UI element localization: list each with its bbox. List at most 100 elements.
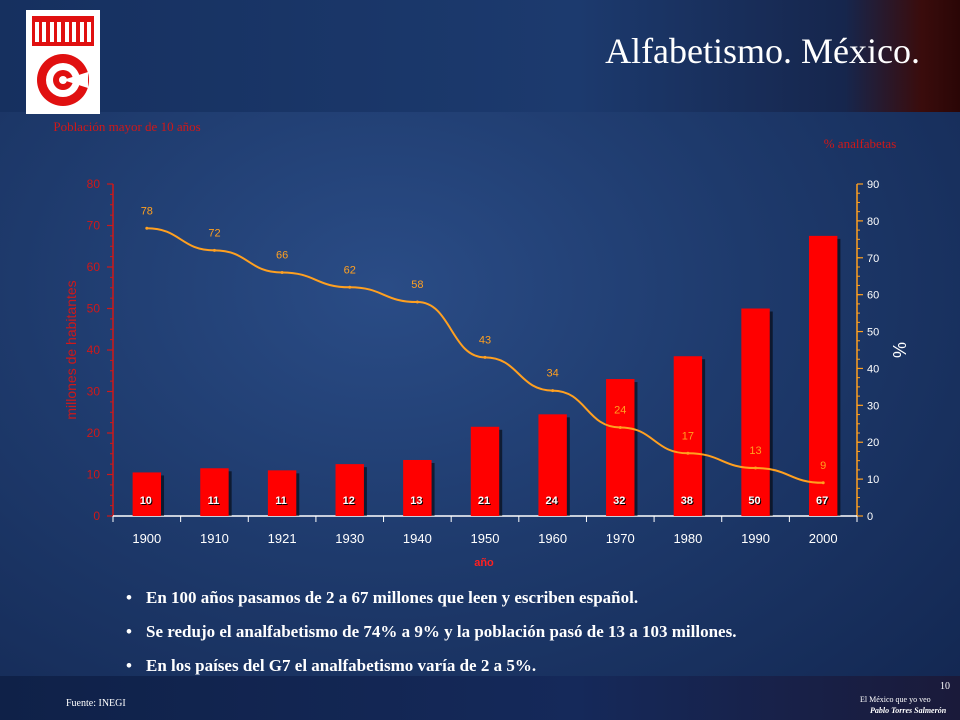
x-tick-label: 1910 [200, 531, 229, 546]
line-point [212, 248, 216, 252]
bullet-dot-icon: • [126, 588, 132, 607]
header-band [0, 0, 960, 112]
bullet-list: • En 100 años pasamos de 2 a 67 millones … [126, 586, 946, 688]
y-tick-label-right: 20 [867, 437, 879, 449]
x-axis-title: año [474, 557, 494, 569]
bar-value-shadow: 50 [749, 496, 761, 508]
line-value-label: 9 [820, 460, 826, 472]
x-tick-label: 1940 [403, 531, 432, 546]
bullet-text: En 100 años pasamos de 2 a 67 millones q… [146, 588, 639, 607]
line-value-label: 17 [682, 430, 694, 442]
footer-band [0, 676, 960, 720]
bar [606, 379, 635, 516]
bar-value-label: 24 [546, 495, 559, 507]
y-axis-title-right: % [889, 342, 909, 358]
bar-value-shadow: 38 [682, 496, 694, 508]
bar [132, 472, 162, 516]
bar-value-shadow: 11 [276, 496, 288, 508]
credit-line-1: El México que yo veo [860, 695, 931, 704]
bar [470, 426, 500, 516]
line-value-label: 72 [208, 227, 220, 239]
bar-value-label: 38 [681, 495, 693, 507]
y-tick-label-left: 40 [87, 343, 101, 357]
line-point [821, 481, 825, 485]
line-value-label: 13 [749, 445, 761, 457]
bullet-dot-icon: • [126, 622, 132, 641]
source-note: Fuente: INEGI [66, 698, 126, 709]
bar-value-shadow: 21 [479, 496, 491, 508]
bar-value-shadow: 12 [344, 496, 356, 508]
line-point [280, 271, 284, 275]
y-tick-label-right: 30 [867, 400, 879, 412]
bar-value-shadow: 24 [547, 496, 560, 508]
line-point [145, 226, 149, 230]
bullet-item: • En 100 años pasamos de 2 a 67 millones … [126, 586, 946, 620]
page-number: 10 [940, 681, 950, 692]
y-tick-label-left: 0 [93, 509, 100, 523]
bullet-item: • Se redujo el analfabetismo de 74% a 9% … [126, 620, 946, 654]
x-tick-label: 1900 [132, 531, 161, 546]
y-tick-label-right: 0 [867, 511, 873, 523]
y-tick-label-right: 70 [867, 253, 879, 265]
bar [538, 414, 567, 516]
bar [200, 468, 229, 516]
credit-line-2: Pablo Torres Salmerón [870, 706, 947, 715]
right-axis-note: % analfabetas [823, 136, 897, 151]
x-tick-label: 1930 [335, 531, 364, 546]
bar-value-shadow: 67 [817, 496, 829, 508]
bar-value-label: 67 [816, 495, 828, 507]
x-tick-label: 1980 [673, 531, 702, 546]
left-axis-note: Población mayor de 10 años [53, 119, 201, 134]
bar-value-label: 11 [208, 495, 220, 507]
bar-value-label: 13 [410, 495, 422, 507]
x-tick-label: 1950 [471, 531, 500, 546]
line-point [754, 466, 758, 470]
x-tick-label: 1921 [268, 531, 297, 546]
bar-value-label: 12 [343, 495, 355, 507]
bar [741, 308, 770, 516]
bar-value-label: 10 [140, 495, 152, 507]
line-point [551, 389, 555, 393]
y-tick-label-right: 60 [867, 290, 879, 302]
y-tick-label-right: 50 [867, 327, 879, 339]
y-tick-label-left: 30 [87, 385, 101, 399]
y-tick-label-left: 20 [87, 426, 101, 440]
y-tick-label-left: 70 [87, 219, 101, 233]
bullet-dot-icon: • [126, 656, 132, 675]
bar-value-label: 50 [748, 495, 760, 507]
line-value-label: 78 [141, 205, 153, 217]
line-point [348, 285, 352, 289]
x-tick-label: 1960 [538, 531, 567, 546]
y-tick-label-left: 80 [87, 177, 101, 191]
bar-value-label: 11 [275, 495, 287, 507]
bar-value-shadow: 10 [141, 496, 153, 508]
bar-value-label: 32 [613, 495, 625, 507]
line-value-label: 24 [614, 404, 626, 416]
bar-value-shadow: 13 [411, 496, 423, 508]
x-tick-label: 1970 [606, 531, 635, 546]
line-value-label: 66 [276, 250, 288, 262]
y-tick-label-right: 90 [867, 179, 879, 191]
bar [335, 464, 364, 516]
y-tick-label-right: 80 [867, 216, 879, 228]
y-tick-label-left: 50 [87, 302, 101, 316]
y-tick-label-left: 60 [87, 260, 101, 274]
line-point [618, 425, 622, 429]
y-axis-title-left: millones de habitantes [63, 280, 79, 419]
chart: 0 10 20 30 40 50 60 70 80 0 10 20 30 40 50 60 70 80 90 1900… [63, 177, 909, 569]
line-point [483, 355, 487, 359]
y-tick-label-left: 10 [87, 468, 101, 482]
line-value-label: 43 [479, 334, 491, 346]
line-value-label: 58 [411, 279, 423, 291]
y-tick-label-right: 10 [867, 474, 879, 486]
bullet-item: • En los países del G7 el analfabetismo v… [126, 654, 946, 688]
line-value-label: 34 [547, 368, 559, 380]
bar-value-label: 21 [478, 495, 490, 507]
y-tick-label-right: 40 [867, 363, 879, 375]
bar-value-shadow: 11 [209, 496, 221, 508]
bar-value-shadow: 32 [614, 496, 626, 508]
bullet-text: Se redujo el analfabetismo de 74% a 9% y… [146, 622, 737, 641]
cicm-logo [26, 10, 100, 114]
x-tick-label: 1990 [741, 531, 770, 546]
line-point [415, 300, 419, 304]
